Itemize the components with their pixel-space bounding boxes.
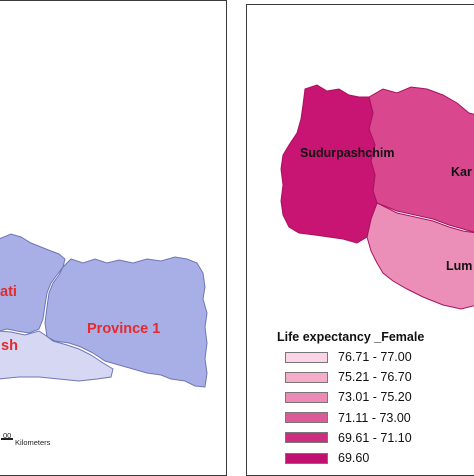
legend-item: 71.11 - 73.00 [277,408,473,428]
legend-item: 69.60 [277,448,473,468]
legend-swatch [285,432,328,444]
sudurpashchim-label: Sudurpashchim [300,146,395,160]
legend-item: 69.61 - 71.10 [277,428,473,448]
legend-label: 69.61 - 71.10 [338,430,412,445]
right-map-panel: Sudurpashchim Kar Lum [246,4,474,476]
legend-items: 76.71 - 77.00 75.21 - 76.70 73.01 - 75.20 7… [277,347,473,468]
legend-item: 75.21 - 76.70 [277,367,473,387]
karnali-label: Kar [451,165,472,179]
sudurpashchim-province-region [280,84,378,244]
bagmati-province-region [0,233,66,334]
legend-label: 76.71 - 77.00 [338,350,412,365]
legend-swatch [285,452,328,464]
scale-unit: Kilometers [15,438,51,447]
madhesh-province-region [0,330,114,382]
legend-label: 75.21 - 76.70 [338,370,412,385]
life-expectancy-legend: Life expectancy _Female 76.71 - 77.00 75.… [277,330,473,468]
province-1-label: Province 1 [87,321,161,337]
legend-item: 76.71 - 77.00 [277,347,473,367]
madhesh-label: sh [1,338,18,354]
legend-title: Life expectancy _Female [277,330,425,344]
legend-swatch [285,371,328,383]
lumbini-label: Lum [446,259,473,273]
left-province-map [0,233,208,440]
left-map-panel: ati Province 1 sh 00 Kilometers [0,0,227,476]
legend-label: 69.60 [338,451,370,466]
bagmati-label: ati [0,284,17,300]
legend-item: 73.01 - 75.20 [277,387,473,407]
legend-label: 73.01 - 75.20 [338,390,412,405]
scale-number: 00 [3,431,12,440]
legend-swatch [285,391,328,403]
legend-swatch [285,412,328,424]
right-life-expectancy-map [280,84,474,310]
legend-label: 71.11 - 73.00 [338,410,411,425]
lumbini-province-region [366,202,474,310]
legend-swatch [285,351,328,363]
